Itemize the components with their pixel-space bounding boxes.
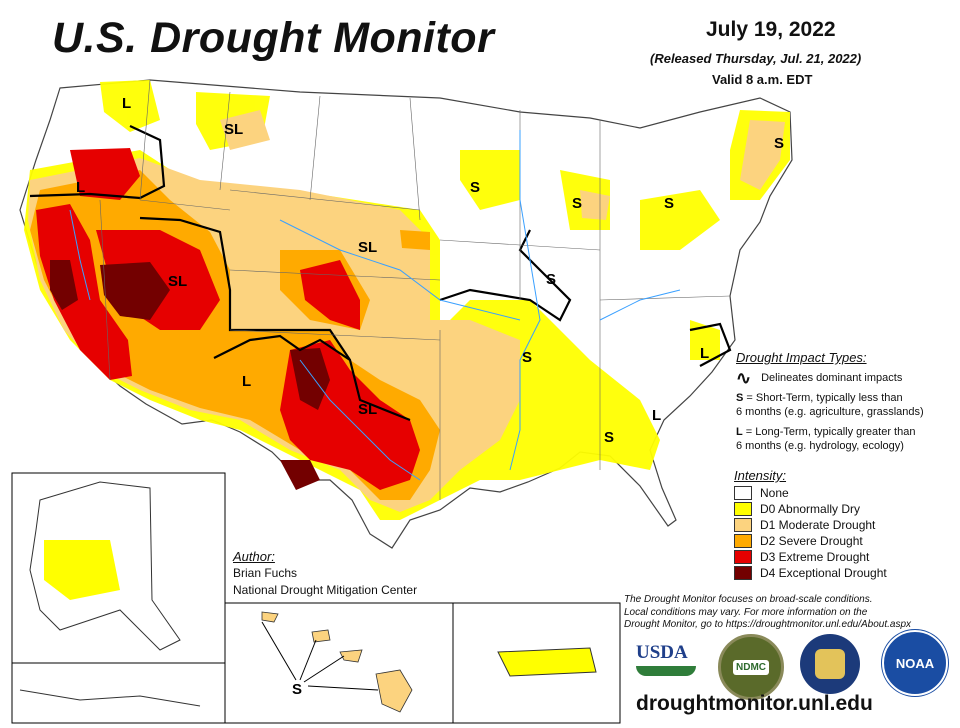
impact-label: L bbox=[242, 373, 251, 390]
impact-label: L bbox=[700, 345, 709, 362]
intensity-label: D0 Abnormally Dry bbox=[760, 502, 861, 516]
state-lines bbox=[99, 79, 731, 500]
impact-label: S bbox=[522, 349, 532, 366]
long-term-row: L = Long-Term, typically greater than 6 … bbox=[736, 425, 956, 453]
disclaimer-line: Drought Monitor, go to https://droughtmo… bbox=[624, 619, 912, 630]
rivers bbox=[69, 130, 681, 481]
impact-label: SL bbox=[358, 239, 377, 256]
usda-logo: USDA bbox=[636, 642, 696, 686]
aleutian-inset-frame bbox=[11, 662, 226, 724]
author-org: National Drought Mitigation Center bbox=[233, 583, 418, 597]
map-title: U.S. Drought Monitor bbox=[52, 14, 495, 62]
long-term-code: L bbox=[736, 426, 743, 438]
impact-label: S bbox=[664, 195, 674, 212]
noaa-logo: NOAA bbox=[882, 630, 948, 696]
valid-time: Valid 8 a.m. EDT bbox=[712, 72, 813, 87]
impact-label: L bbox=[122, 95, 131, 112]
map-date: July 19, 2022 bbox=[706, 18, 836, 41]
hawaii-islands bbox=[261, 611, 413, 713]
impact-label: L bbox=[652, 407, 661, 424]
delineates-text: Delineates dominant impacts bbox=[761, 372, 903, 384]
intensity-swatch bbox=[734, 502, 752, 516]
hawaii-pointer-lines bbox=[261, 621, 379, 691]
author-heading: Author: bbox=[233, 549, 275, 564]
impact-line-icon: ∿ bbox=[736, 368, 752, 388]
impact-label: S bbox=[774, 135, 784, 152]
disclaimer-line: Local conditions may vary. For more info… bbox=[624, 606, 868, 618]
impact-label: S bbox=[292, 681, 302, 698]
intensity-label: D4 Exceptional Drought bbox=[760, 566, 887, 580]
impact-legend: Drought Impact Types: ∿ Delineates domin… bbox=[736, 350, 956, 453]
alaska-d0 bbox=[44, 540, 120, 600]
short-term-code: S bbox=[736, 392, 744, 404]
usda-logo-text: USDA bbox=[636, 642, 688, 663]
intensity-legend: Intensity: None D0 Abnormally Dry D1 Moder… bbox=[734, 468, 954, 581]
long-term-text2: 6 months (e.g. hydrology, ecology) bbox=[736, 440, 904, 452]
disclaimer-line: The Drought Monitor focuses on broad-sca… bbox=[624, 594, 873, 605]
impact-label: S bbox=[470, 179, 480, 196]
author-name: Brian Fuchs bbox=[233, 566, 298, 580]
intensity-label: D3 Extreme Drought bbox=[760, 550, 870, 564]
d4-areas bbox=[50, 260, 330, 490]
disclaimer: The Drought Monitor focuses on broad-sca… bbox=[624, 594, 954, 632]
impact-label: SL bbox=[358, 401, 377, 418]
intensity-row: D4 Exceptional Drought bbox=[734, 565, 954, 581]
short-term-text2: 6 months (e.g. agriculture, grasslands) bbox=[736, 406, 924, 418]
impact-legend-heading: Drought Impact Types: bbox=[736, 350, 867, 365]
impact-label: SL bbox=[224, 121, 243, 138]
intensity-row: None bbox=[734, 485, 954, 501]
intensity-row: D0 Abnormally Dry bbox=[734, 501, 954, 517]
impact-lines bbox=[29, 125, 732, 422]
hawaii-inset-frame bbox=[224, 602, 454, 724]
intensity-label: D2 Severe Drought bbox=[760, 534, 863, 548]
long-term-text: = Long-Term, typically greater than bbox=[742, 426, 916, 438]
puerto-rico-inset-frame bbox=[452, 602, 621, 724]
ndmc-logo-text: NDMC bbox=[733, 659, 769, 675]
short-term-text: = Short-Term, typically less than bbox=[743, 392, 903, 404]
intensity-row: D1 Moderate Drought bbox=[734, 517, 954, 533]
noaa-logo-text: NOAA bbox=[895, 655, 935, 671]
impact-label: L bbox=[76, 179, 85, 196]
intensity-legend-heading: Intensity: bbox=[734, 468, 787, 483]
ndmc-logo: NDMC bbox=[718, 634, 784, 700]
short-term-row: S = Short-Term, typically less than 6 mo… bbox=[736, 391, 956, 419]
intensity-swatch bbox=[734, 518, 752, 532]
impact-label: S bbox=[572, 195, 582, 212]
intensity-label: D1 Moderate Drought bbox=[760, 518, 876, 532]
intensity-label: None bbox=[760, 486, 789, 500]
delineates-row: ∿ Delineates dominant impacts bbox=[736, 368, 956, 388]
intensity-swatch bbox=[734, 566, 752, 580]
intensity-row: D2 Severe Drought bbox=[734, 533, 954, 549]
impact-label: SL bbox=[168, 273, 187, 290]
impact-label: S bbox=[604, 429, 614, 446]
release-date: (Released Thursday, Jul. 21, 2022) bbox=[650, 51, 862, 66]
author-block: Author: Brian Fuchs National Drought Mit… bbox=[233, 548, 417, 599]
intensity-swatch bbox=[734, 486, 752, 500]
website-url[interactable]: droughtmonitor.unl.edu bbox=[636, 692, 873, 715]
puerto-rico-land bbox=[497, 647, 597, 677]
commerce-seal-icon bbox=[800, 634, 860, 694]
impact-label: S bbox=[546, 271, 556, 288]
intensity-row: D3 Extreme Drought bbox=[734, 549, 954, 565]
aleutian-islands bbox=[19, 689, 201, 707]
intensity-swatch bbox=[734, 550, 752, 564]
intensity-swatch bbox=[734, 534, 752, 548]
